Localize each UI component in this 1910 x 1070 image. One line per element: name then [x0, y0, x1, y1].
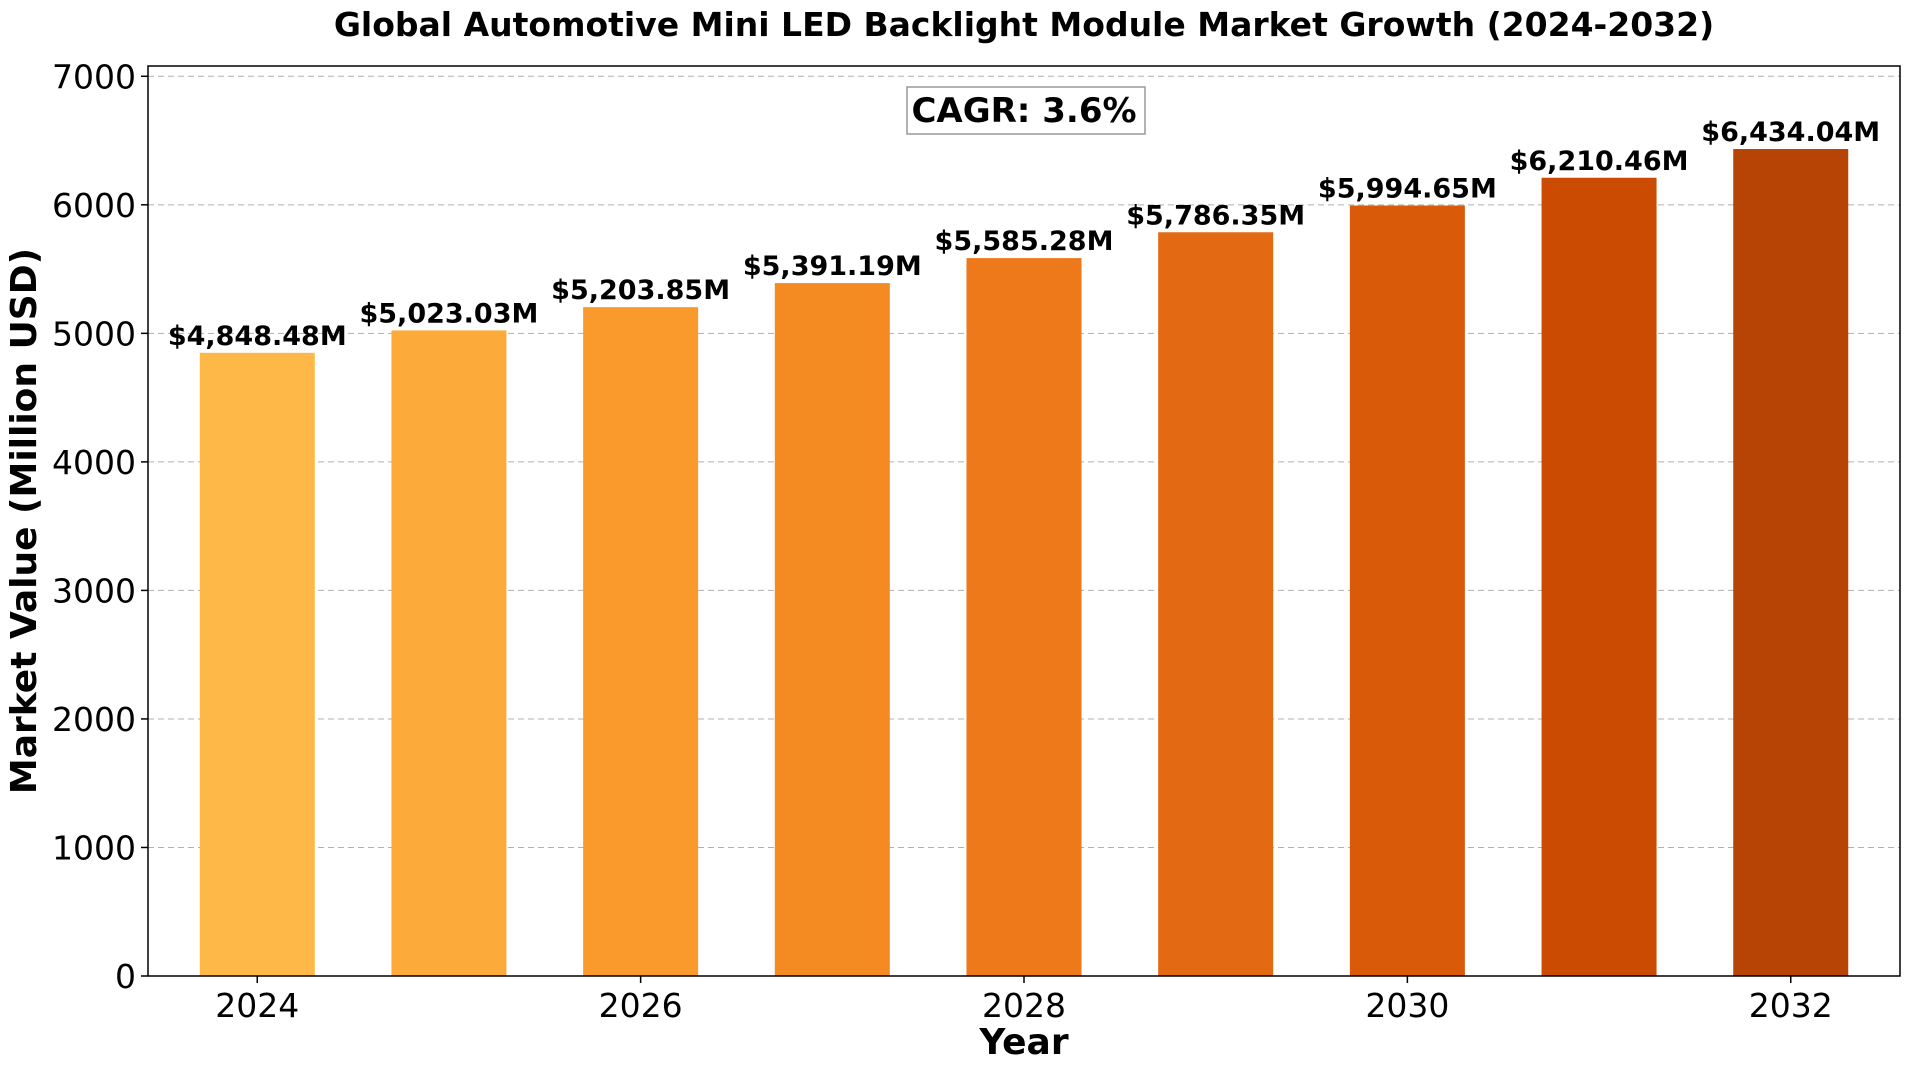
x-tick-label: 2030 — [1365, 986, 1449, 1025]
bar-2027 — [774, 283, 890, 976]
x-tick-label: 2026 — [599, 986, 683, 1025]
value-label-2025: $5,023.03M — [359, 298, 538, 329]
bar-2024 — [199, 352, 315, 976]
y-tick-label: 1000 — [52, 828, 136, 867]
value-label-2029: $5,786.35M — [1126, 200, 1305, 231]
y-axis-label: Market Value (Million USD) — [4, 248, 45, 794]
bar-2028 — [966, 258, 1082, 976]
value-labels-group: $4,848.48M $5,023.03M $5,203.85M $5,391.19M… — [168, 117, 1880, 352]
cagr-label: CAGR: 3.6% — [911, 91, 1136, 131]
chart-title: Global Automotive Mini LED Backlight Mod… — [334, 5, 1714, 44]
value-label-2026: $5,203.85M — [551, 275, 730, 306]
cagr-annotation: CAGR: 3.6% — [906, 86, 1146, 135]
bar-2032 — [1733, 149, 1849, 976]
cagr-box — [906, 86, 1146, 135]
x-tick-label: 2024 — [215, 986, 299, 1025]
y-tick-label: 3000 — [52, 571, 136, 610]
y-tick-label: 5000 — [52, 314, 136, 353]
bar-2031 — [1541, 177, 1657, 976]
value-label-2028: $5,585.28M — [935, 226, 1114, 257]
bar-2030 — [1349, 205, 1465, 976]
y-tick-label: 2000 — [52, 700, 136, 739]
value-label-2024: $4,848.48M — [168, 321, 347, 352]
bar-2029 — [1158, 232, 1274, 976]
y-tick-label: 0 — [115, 957, 136, 996]
bar-2025 — [391, 330, 507, 977]
value-label-2032: $6,434.04M — [1701, 117, 1880, 148]
y-axis: 0 1000 2000 3000 4000 5000 6000 7000 — [52, 57, 148, 996]
bar-2026 — [583, 307, 699, 977]
bars-group — [199, 149, 1849, 977]
y-tick-label: 7000 — [52, 57, 136, 96]
value-label-2027: $5,391.19M — [743, 251, 922, 282]
x-tick-label: 2032 — [1749, 986, 1833, 1025]
x-axis-label: Year — [978, 1022, 1068, 1063]
x-tick-label: 2028 — [982, 986, 1066, 1025]
y-tick-label: 4000 — [52, 443, 136, 482]
y-tick-label: 6000 — [52, 186, 136, 225]
value-label-2030: $5,994.65M — [1318, 174, 1497, 205]
value-label-2031: $6,210.46M — [1510, 146, 1689, 177]
x-axis: 2024 2026 2028 2030 2032 — [215, 976, 1833, 1025]
